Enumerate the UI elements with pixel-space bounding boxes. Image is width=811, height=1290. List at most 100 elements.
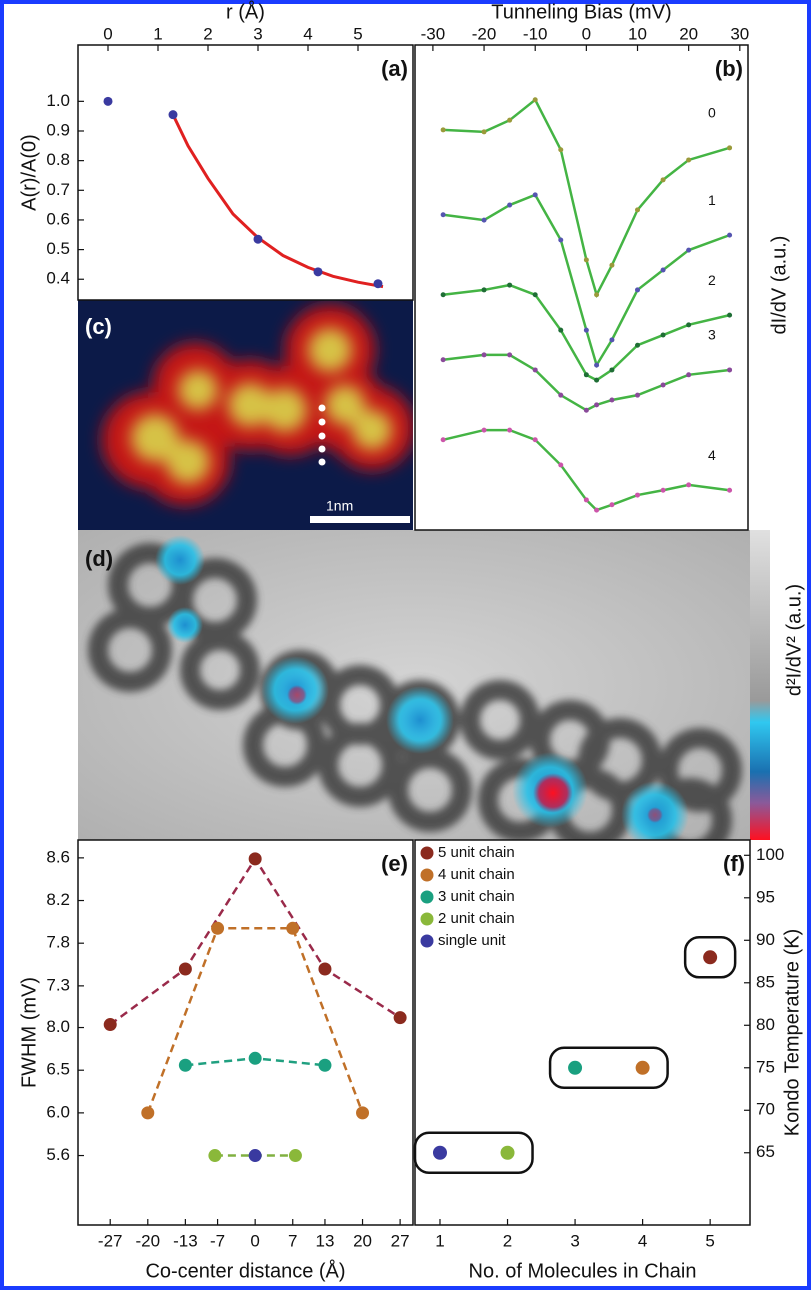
y-tick-label: 85: [756, 972, 775, 991]
data-point: [104, 1018, 117, 1031]
y-tick-label: 0.8: [46, 150, 70, 169]
panel-label: (c): [85, 314, 112, 339]
data-point: [635, 493, 640, 498]
y-tick-label: 80: [756, 1015, 775, 1034]
data-point: [208, 1149, 221, 1162]
data-point: [661, 382, 666, 387]
data-point: [104, 97, 113, 106]
colorbar-label: d²I/dV² (a.u.): [783, 584, 805, 696]
data-point: [533, 192, 538, 197]
x-axis-title: No. of Molecules in Chain: [469, 1260, 697, 1282]
y-tick-label: 1.0: [46, 91, 70, 110]
legend-marker: [421, 869, 434, 882]
data-point: [507, 352, 512, 357]
data-point: [441, 357, 446, 362]
legend-marker: [421, 913, 434, 926]
legend-label: single unit: [438, 932, 506, 949]
data-point: [441, 437, 446, 442]
stm-image: [78, 300, 414, 530]
legend-label: 3 unit chain: [438, 888, 515, 905]
y-tick-label: 6.0: [46, 1102, 70, 1121]
x-tick-label: 5: [705, 1231, 714, 1250]
y-tick-label: 75: [756, 1057, 775, 1076]
x-tick-label: 1: [435, 1231, 444, 1250]
data-point: [686, 248, 691, 253]
data-point: [533, 97, 538, 102]
x-tick-label: 1: [153, 24, 162, 43]
data-point: [286, 922, 299, 935]
data-point: [249, 1052, 262, 1065]
data-point: [686, 482, 691, 487]
data-point: [394, 1011, 407, 1024]
data-point: [441, 292, 446, 297]
data-point: [609, 367, 614, 372]
x-tick-label: 2: [203, 24, 212, 43]
x-tick-label: 13: [315, 1231, 334, 1250]
y-tick-label: 70: [756, 1100, 775, 1119]
data-point: [249, 1149, 262, 1162]
data-point: [482, 129, 487, 134]
data-point: [594, 508, 599, 513]
legend-marker: [421, 935, 434, 948]
data-point: [507, 118, 512, 123]
y-tick-label: 7.8: [46, 933, 70, 952]
x-tick-label: -10: [523, 24, 548, 43]
x-tick-label: 3: [570, 1231, 579, 1250]
data-point: [635, 287, 640, 292]
figure: (c) 1nm (d) d²I/dV² (a.u.) 012345r (Å)0.…: [0, 0, 811, 1290]
y-tick-label: 7.3: [46, 975, 70, 994]
data-point: [609, 502, 614, 507]
y-axis-title: A(r)/A(0): [18, 134, 40, 211]
data-point: [727, 367, 732, 372]
x-tick-label: 7: [288, 1231, 297, 1250]
x-tick-label: 0: [103, 24, 112, 43]
x-tick-label: -7: [210, 1231, 225, 1250]
data-point: [594, 378, 599, 383]
y-axis-title: Kondo Temperature (K): [781, 929, 803, 1137]
series-label: 2: [708, 272, 716, 288]
data-point: [533, 292, 538, 297]
x-tick-label: 3: [253, 24, 262, 43]
data-point: [609, 398, 614, 403]
y-tick-label: 8.2: [46, 890, 70, 909]
data-point: [289, 1149, 302, 1162]
y-axis-title: dI/dV (a.u.): [768, 236, 790, 335]
legend-label: 4 unit chain: [438, 866, 515, 883]
legend-label: 5 unit chain: [438, 844, 515, 861]
y-tick-label: 100: [756, 845, 784, 864]
panel-label: (e): [381, 851, 408, 876]
data-point: [169, 110, 178, 119]
data-point: [441, 212, 446, 217]
data-point: [179, 1059, 192, 1072]
y-tick-label: 95: [756, 887, 775, 906]
x-axis-title: r (Å): [226, 0, 265, 23]
data-point: [179, 962, 192, 975]
data-point: [609, 337, 614, 342]
x-tick-label: 27: [391, 1231, 410, 1250]
x-tick-label: 4: [638, 1231, 647, 1250]
data-point: [635, 207, 640, 212]
data-point: [558, 393, 563, 398]
x-tick-label: 20: [679, 24, 698, 43]
data-point: [249, 852, 262, 865]
x-tick-label: 5: [353, 24, 362, 43]
y-tick-label: 8.0: [46, 1017, 70, 1036]
data-point: [584, 257, 589, 262]
data-point: [594, 363, 599, 368]
data-point: [507, 428, 512, 433]
data-point: [703, 950, 717, 964]
data-point: [584, 328, 589, 333]
legend-marker: [421, 891, 434, 904]
data-point: [501, 1146, 515, 1160]
x-tick-label: 20: [353, 1231, 372, 1250]
data-point: [661, 268, 666, 273]
data-point: [727, 145, 732, 150]
data-point: [584, 497, 589, 502]
data-point: [314, 267, 323, 276]
y-tick-label: 0.5: [46, 239, 70, 258]
x-axis-title: Tunneling Bias (mV): [491, 1, 671, 23]
y-axis-title: FWHM (mV): [18, 977, 40, 1088]
colorbar: [750, 530, 770, 840]
y-tick-label: 0.9: [46, 120, 70, 139]
data-point: [254, 235, 263, 244]
